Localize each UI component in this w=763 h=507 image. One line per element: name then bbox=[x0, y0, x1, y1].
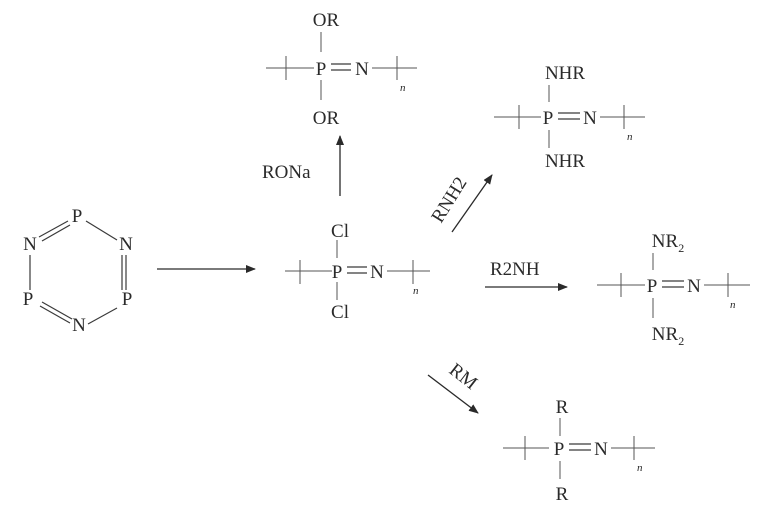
alkoxy-n: N bbox=[355, 59, 369, 80]
product-amino-polyphosphazene: NHR P N n NHR bbox=[494, 63, 645, 172]
reagent-r2nh: R2NH bbox=[490, 259, 540, 280]
amino-subscript-n: n bbox=[627, 131, 633, 143]
amino-nhr-bottom: NHR bbox=[545, 151, 585, 172]
product-dialkylamino-polyphosphazene: NR2 P N n NR2 bbox=[597, 231, 750, 348]
alkoxy-or-top: OR bbox=[313, 10, 340, 31]
center-subscript-n: n bbox=[413, 285, 419, 297]
amino-p: P bbox=[543, 108, 554, 129]
product-alkoxy-polyphosphazene: OR P N n OR bbox=[266, 10, 417, 129]
dialkylamino-n: N bbox=[687, 276, 701, 297]
alkoxy-subscript-n: n bbox=[400, 82, 406, 94]
ring-atom-n-right: N bbox=[119, 234, 133, 255]
dialkylamino-nr-top-base: NR bbox=[652, 231, 679, 252]
ring-atom-p-left: P bbox=[23, 289, 34, 310]
center-p: P bbox=[332, 262, 343, 283]
poly-dichlorophosphazene: P N n Cl Cl bbox=[285, 221, 430, 323]
cyclic-trimer: P N N P P N bbox=[23, 206, 133, 336]
dialkylamino-p: P bbox=[647, 276, 658, 297]
organo-n: N bbox=[594, 439, 608, 460]
dialkylamino-nr-bottom: NR2 bbox=[652, 324, 684, 348]
organo-p: P bbox=[554, 439, 565, 460]
reagent-rona: RONa bbox=[262, 162, 311, 183]
center-n: N bbox=[370, 262, 384, 283]
ring-atom-p-right: P bbox=[122, 289, 133, 310]
ring-atom-n-bottom: N bbox=[72, 315, 86, 336]
dialkylamino-nr-top-sub: 2 bbox=[678, 241, 684, 255]
alkoxy-p: P bbox=[316, 59, 327, 80]
product-organo-polyphosphazene: R P N n R bbox=[503, 397, 655, 505]
ring-atom-n-left: N bbox=[23, 234, 37, 255]
amino-n: N bbox=[583, 108, 597, 129]
dialkylamino-nr-bottom-base: NR bbox=[652, 324, 679, 345]
organo-r-bottom: R bbox=[556, 484, 569, 505]
ring-bonds bbox=[29, 220, 127, 325]
center-cl-bottom: Cl bbox=[331, 302, 349, 323]
center-cl-top: Cl bbox=[331, 221, 349, 242]
dialkylamino-nr-top: NR2 bbox=[652, 231, 684, 255]
reagent-rnh2: RNH2 bbox=[427, 173, 471, 226]
organo-r-top: R bbox=[556, 397, 569, 418]
alkoxy-or-bottom: OR bbox=[313, 108, 340, 129]
reagent-rm: RM bbox=[445, 359, 481, 394]
ring-atom-p-top: P bbox=[72, 206, 83, 227]
dialkylamino-subscript-n: n bbox=[730, 299, 736, 311]
arrow-rnh2 bbox=[451, 174, 493, 233]
dialkylamino-nr-bottom-sub: 2 bbox=[678, 334, 684, 348]
amino-nhr-top: NHR bbox=[545, 63, 585, 84]
organo-subscript-n: n bbox=[637, 462, 643, 474]
arrow-rm bbox=[427, 374, 479, 414]
